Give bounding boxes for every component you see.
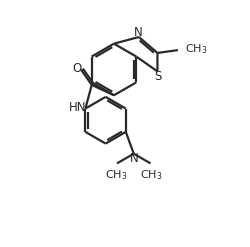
Text: O: O	[72, 62, 81, 75]
Text: N: N	[130, 152, 138, 165]
Text: S: S	[154, 70, 161, 83]
Text: CH$_3$: CH$_3$	[104, 168, 127, 182]
Text: N: N	[134, 26, 143, 39]
Text: CH$_3$: CH$_3$	[140, 168, 163, 182]
Text: HN: HN	[69, 101, 86, 114]
Text: CH$_3$: CH$_3$	[185, 42, 207, 56]
